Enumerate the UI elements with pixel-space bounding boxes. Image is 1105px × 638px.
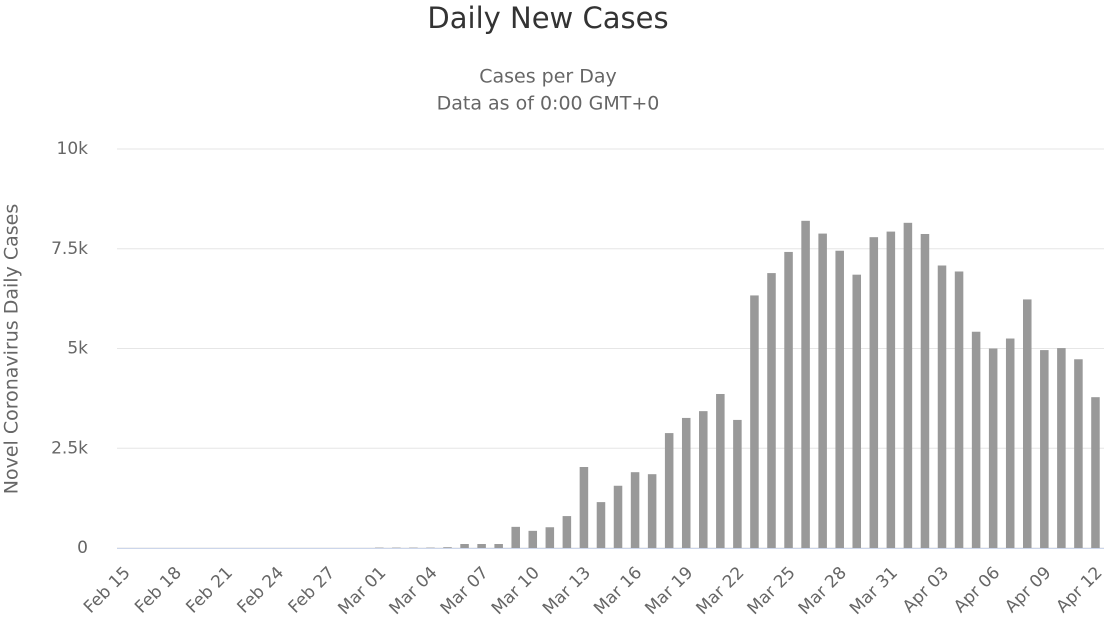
x-tick-label: Mar 16 bbox=[590, 563, 646, 619]
bar bbox=[886, 231, 896, 548]
bar bbox=[562, 516, 572, 548]
x-tick-label: Feb 24 bbox=[234, 563, 289, 618]
bar bbox=[750, 295, 759, 548]
bar bbox=[1005, 338, 1015, 548]
bar bbox=[681, 417, 691, 548]
bar bbox=[903, 222, 913, 548]
bar bbox=[477, 544, 486, 548]
bar bbox=[733, 419, 742, 548]
x-tick-label: Feb 18 bbox=[131, 563, 186, 618]
bar bbox=[869, 237, 879, 548]
y-axis-label: Novel Coronavirus Daily Cases bbox=[1, 204, 23, 495]
bar bbox=[784, 251, 793, 548]
x-tick-label: Mar 10 bbox=[488, 563, 544, 619]
bar bbox=[647, 474, 657, 548]
bar bbox=[664, 433, 674, 548]
bar bbox=[920, 233, 930, 548]
bar bbox=[630, 472, 640, 548]
x-tick-label: Mar 01 bbox=[334, 563, 390, 619]
x-tick-label: Mar 13 bbox=[539, 563, 595, 619]
bar bbox=[988, 348, 998, 548]
bar bbox=[716, 393, 725, 548]
x-tick-label: Mar 19 bbox=[641, 563, 697, 619]
bar bbox=[528, 530, 538, 548]
chart-title: Daily New Cases bbox=[427, 1, 668, 35]
x-tick-label: Feb 27 bbox=[285, 563, 340, 618]
bar bbox=[1057, 348, 1066, 548]
bar bbox=[1091, 397, 1100, 548]
bar bbox=[545, 527, 555, 548]
x-tick-label: Apr 12 bbox=[1052, 563, 1105, 617]
bar bbox=[818, 233, 827, 548]
bar bbox=[596, 502, 606, 548]
chart-subtitle: Cases per Day bbox=[479, 66, 617, 88]
x-tick-label: Feb 21 bbox=[182, 563, 237, 618]
y-tick-label: 10k bbox=[57, 139, 89, 159]
y-tick-label: 2.5k bbox=[51, 438, 88, 458]
bar bbox=[579, 467, 589, 548]
bar bbox=[613, 485, 623, 548]
x-tick-label: Mar 25 bbox=[744, 563, 800, 619]
x-tick-label: Feb 15 bbox=[80, 563, 135, 618]
bar bbox=[511, 526, 520, 548]
bar bbox=[852, 274, 862, 548]
bar bbox=[1040, 350, 1049, 548]
bar bbox=[494, 544, 503, 548]
bar bbox=[767, 273, 776, 548]
bar bbox=[954, 271, 964, 548]
bar bbox=[971, 331, 981, 548]
bar bbox=[460, 544, 469, 548]
y-tick-label: 5k bbox=[67, 339, 88, 359]
bar bbox=[699, 411, 708, 548]
y-tick-label: 0 bbox=[77, 538, 88, 558]
bar bbox=[937, 265, 947, 548]
x-tick-label: Apr 03 bbox=[899, 563, 953, 617]
x-tick-label: Apr 06 bbox=[950, 563, 1004, 617]
bar bbox=[801, 220, 810, 548]
chart-subtitle: Data as of 0:00 GMT+0 bbox=[437, 93, 660, 115]
y-tick-label: 7.5k bbox=[51, 239, 88, 259]
x-tick-label: Mar 22 bbox=[693, 563, 749, 619]
x-tick-label: Mar 04 bbox=[386, 563, 442, 619]
bar bbox=[1023, 299, 1032, 548]
bar bbox=[835, 250, 844, 548]
x-tick-label: Mar 28 bbox=[795, 563, 851, 619]
bar bbox=[443, 547, 452, 548]
bar bbox=[1074, 359, 1083, 548]
x-tick-label: Mar 07 bbox=[437, 563, 493, 619]
x-tick-label: Mar 31 bbox=[846, 563, 902, 619]
x-tick-label: Apr 09 bbox=[1001, 563, 1055, 617]
